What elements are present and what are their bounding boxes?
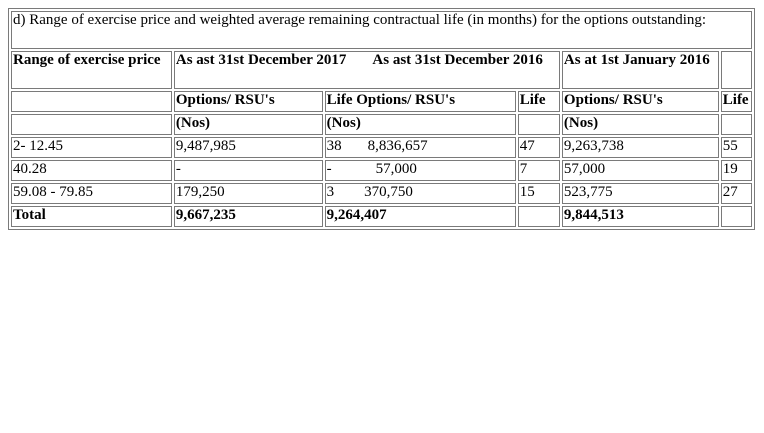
header-2016: As ast 31st December 2016 bbox=[372, 52, 543, 68]
caption-row: d) Range of exercise price and weighted … bbox=[11, 11, 752, 49]
total-options-2017: 9,667,235 bbox=[173, 206, 323, 227]
cell-options-2016: 370,750 bbox=[364, 184, 413, 200]
header-periods: As ast 31st December 2017 As ast 31st Dec… bbox=[173, 51, 560, 89]
subheader-empty-cell bbox=[11, 91, 172, 112]
total-empty-life-jan-cell bbox=[720, 206, 752, 227]
cell-life-2016: 15 bbox=[517, 183, 560, 204]
header-range: Range of exercise price bbox=[11, 51, 172, 89]
cell-life-options-2016: 3 370,750 bbox=[324, 183, 516, 204]
cell-life-2017: - bbox=[326, 161, 332, 177]
cell-life-jan2016: 55 bbox=[720, 137, 752, 158]
cell-life-options-2016: - 57,000 bbox=[324, 160, 516, 181]
units-empty-cell bbox=[11, 114, 172, 135]
cell-life-jan2016: 19 bbox=[720, 160, 752, 181]
total-options-jan2016: 9,844,513 bbox=[561, 206, 719, 227]
total-label: Total bbox=[11, 206, 172, 227]
subheader-life-2016: Life bbox=[517, 91, 560, 112]
cell-life-2016: 7 bbox=[517, 160, 560, 181]
header-jan2016: As at 1st January 2016 bbox=[561, 51, 719, 89]
units-nos-2017: (Nos) bbox=[173, 114, 323, 135]
header-2017: As ast 31st December 2017 bbox=[175, 52, 347, 68]
total-row: Total 9,667,235 9,264,407 9,844,513 bbox=[11, 206, 752, 227]
subheader-life-options-2016: Life Options/ RSU's bbox=[324, 91, 516, 112]
cell-life-2017: 38 bbox=[326, 138, 342, 154]
subheader-life-jan2016: Life bbox=[720, 91, 752, 112]
cell-options-2017: 9,487,985 bbox=[173, 137, 323, 158]
cell-options-jan2016: 57,000 bbox=[561, 160, 719, 181]
table-caption: d) Range of exercise price and weighted … bbox=[11, 11, 752, 49]
cell-life-2017: 3 bbox=[326, 184, 335, 200]
total-empty-life-cell bbox=[517, 206, 560, 227]
cell-range: 40.28 bbox=[11, 160, 172, 181]
cell-life-options-2016: 38 8,836,657 bbox=[324, 137, 516, 158]
header-empty-cell bbox=[720, 51, 752, 89]
units-nos-2016: (Nos) bbox=[324, 114, 516, 135]
cell-range: 59.08 - 79.85 bbox=[11, 183, 172, 204]
units-empty-life-jan-cell bbox=[720, 114, 752, 135]
cell-life-jan2016: 27 bbox=[720, 183, 752, 204]
total-options-2016: 9,264,407 bbox=[324, 206, 516, 227]
cell-options-jan2016: 523,775 bbox=[561, 183, 719, 204]
cell-options-jan2016: 9,263,738 bbox=[561, 137, 719, 158]
cell-options-2016: 8,836,657 bbox=[367, 138, 428, 154]
subheader-row: Options/ RSU's Life Options/ RSU's Life … bbox=[11, 91, 752, 112]
exercise-price-table: d) Range of exercise price and weighted … bbox=[8, 8, 755, 230]
table-row: 2- 12.45 9,487,985 38 8,836,657 47 9,263,… bbox=[11, 137, 752, 158]
units-row: (Nos) (Nos) (Nos) bbox=[11, 114, 752, 135]
units-empty-life-cell bbox=[517, 114, 560, 135]
subheader-options-2017: Options/ RSU's bbox=[173, 91, 323, 112]
header-row: Range of exercise price As ast 31st Dece… bbox=[11, 51, 752, 89]
table-row: 59.08 - 79.85 179,250 3 370,750 15 523,77… bbox=[11, 183, 752, 204]
subheader-options-jan2016: Options/ RSU's bbox=[561, 91, 719, 112]
cell-options-2017: - bbox=[173, 160, 323, 181]
cell-options-2016: 57,000 bbox=[375, 161, 417, 177]
cell-options-2017: 179,250 bbox=[173, 183, 323, 204]
cell-range: 2- 12.45 bbox=[11, 137, 172, 158]
units-nos-jan2016: (Nos) bbox=[561, 114, 719, 135]
cell-life-2016: 47 bbox=[517, 137, 560, 158]
table-row: 40.28 - - 57,000 7 57,000 19 bbox=[11, 160, 752, 181]
